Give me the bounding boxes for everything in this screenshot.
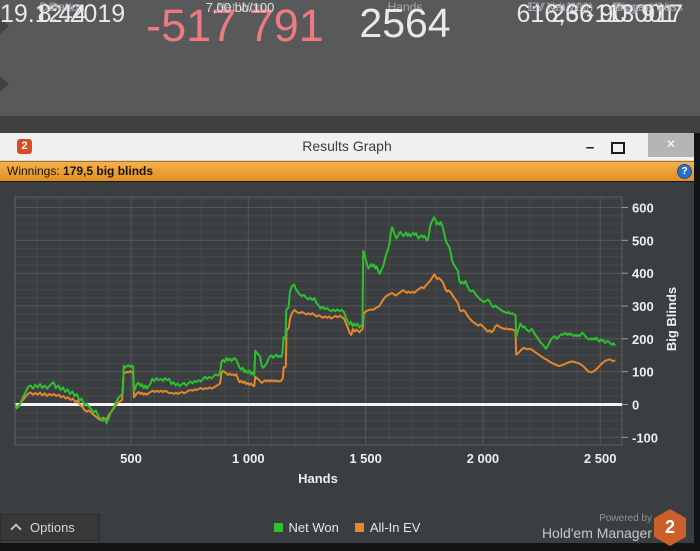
options-button[interactable]: Options	[0, 514, 100, 541]
y-tick-label: 100	[632, 365, 654, 380]
maximize-icon	[611, 142, 625, 154]
legend-label: Net Won	[288, 520, 339, 535]
legend-item-net-won: Net Won	[273, 520, 339, 535]
net-won-bb100-value: 7,00 bb/100	[205, 0, 275, 15]
duration-label: Duration	[39, 0, 85, 14]
legend-label: All-In EV	[369, 520, 421, 535]
y-tick-label: 200	[632, 332, 654, 347]
date-value: 19.12.2019	[0, 0, 126, 28]
winnings-status-bar: Winnings: 179,5 big blinds	[0, 161, 694, 182]
panel-edge-wedge-icon	[0, 76, 9, 92]
window-bottom-edge	[0, 543, 700, 551]
biggest-loss-label: Biggest Loss	[614, 0, 683, 14]
net-won-value: -517 791	[146, 0, 324, 51]
winnings-value: 179,5 big blinds	[63, 164, 154, 178]
plot-frame	[14, 196, 623, 446]
chart-legend: Net Won All-In EV	[0, 520, 694, 535]
close-button[interactable]: ✕	[648, 133, 694, 157]
y-tick-label: -100	[632, 430, 658, 445]
biggest-loss-value: -113 917	[586, 0, 683, 28]
duration-value: 8:44	[37, 0, 87, 28]
ev-bb100-value: 6,66	[544, 0, 593, 28]
ev-bb100-label: EV (bb/100)	[528, 0, 593, 14]
window-right-edge	[694, 133, 700, 551]
x-tick-label: 2 500	[584, 451, 617, 466]
window-title: Results Graph	[302, 138, 392, 154]
x-tick-label: 500	[120, 451, 142, 466]
hm2-logo-icon: 2	[654, 509, 686, 546]
legend-item-all-in-ev: All-In EV	[354, 520, 421, 535]
y-tick-label: 400	[632, 266, 654, 281]
minimize-button[interactable]: –	[585, 139, 595, 156]
stats-panel: Date 19.12.2019 Duration 8:44 Net Won -5…	[0, 0, 700, 116]
maximize-button[interactable]	[604, 133, 632, 157]
biggest-win-label: Biggest Win	[611, 0, 676, 14]
x-tick-label: 1 000	[232, 451, 265, 466]
options-button-label: Options	[30, 520, 75, 535]
y-axis-title: Big Blinds	[664, 287, 679, 351]
hands-label: Hands	[387, 0, 423, 14]
x-tick-label: 1 500	[349, 451, 382, 466]
powered-by-line2: Hold'em Manager	[541, 524, 652, 541]
x-axis-title: Hands	[298, 471, 338, 486]
series-net-won-line	[15, 216, 616, 425]
all-in-ev-swatch-icon	[354, 523, 364, 532]
hands-value: 2564	[359, 0, 451, 46]
help-icon[interactable]: ?	[677, 164, 692, 179]
powered-by: Powered by Hold'em Manager	[440, 513, 652, 541]
x-tick-label: 2 000	[467, 451, 500, 466]
net-won-swatch-icon	[273, 523, 283, 532]
y-tick-label: 0	[632, 398, 639, 413]
window-titlebar[interactable]: 2 Results Graph – ✕	[0, 133, 694, 161]
ev-net-won-value: 61 236	[516, 0, 593, 28]
net-won-label: Net Won	[216, 0, 264, 14]
results-graph-chart[interactable]: -100 0 100 200 300 400 500 600 500 1 000 1 500 2 00…	[0, 182, 694, 515]
ev-net-won-label: EV Net Won	[527, 0, 593, 14]
y-tick-label: 600	[632, 201, 654, 216]
powered-by-line1: Powered by	[599, 513, 652, 524]
y-tick-label: 500	[632, 233, 654, 248]
date-label: Date	[49, 0, 75, 14]
y-tick-label: 300	[632, 299, 654, 314]
hm2-app-icon: 2	[17, 139, 32, 154]
panel-separator	[0, 116, 700, 133]
winnings-label: Winnings:	[7, 164, 60, 178]
panel-edge-wedge-icon	[0, 18, 9, 34]
biggest-win-value: 90 001	[599, 0, 676, 28]
